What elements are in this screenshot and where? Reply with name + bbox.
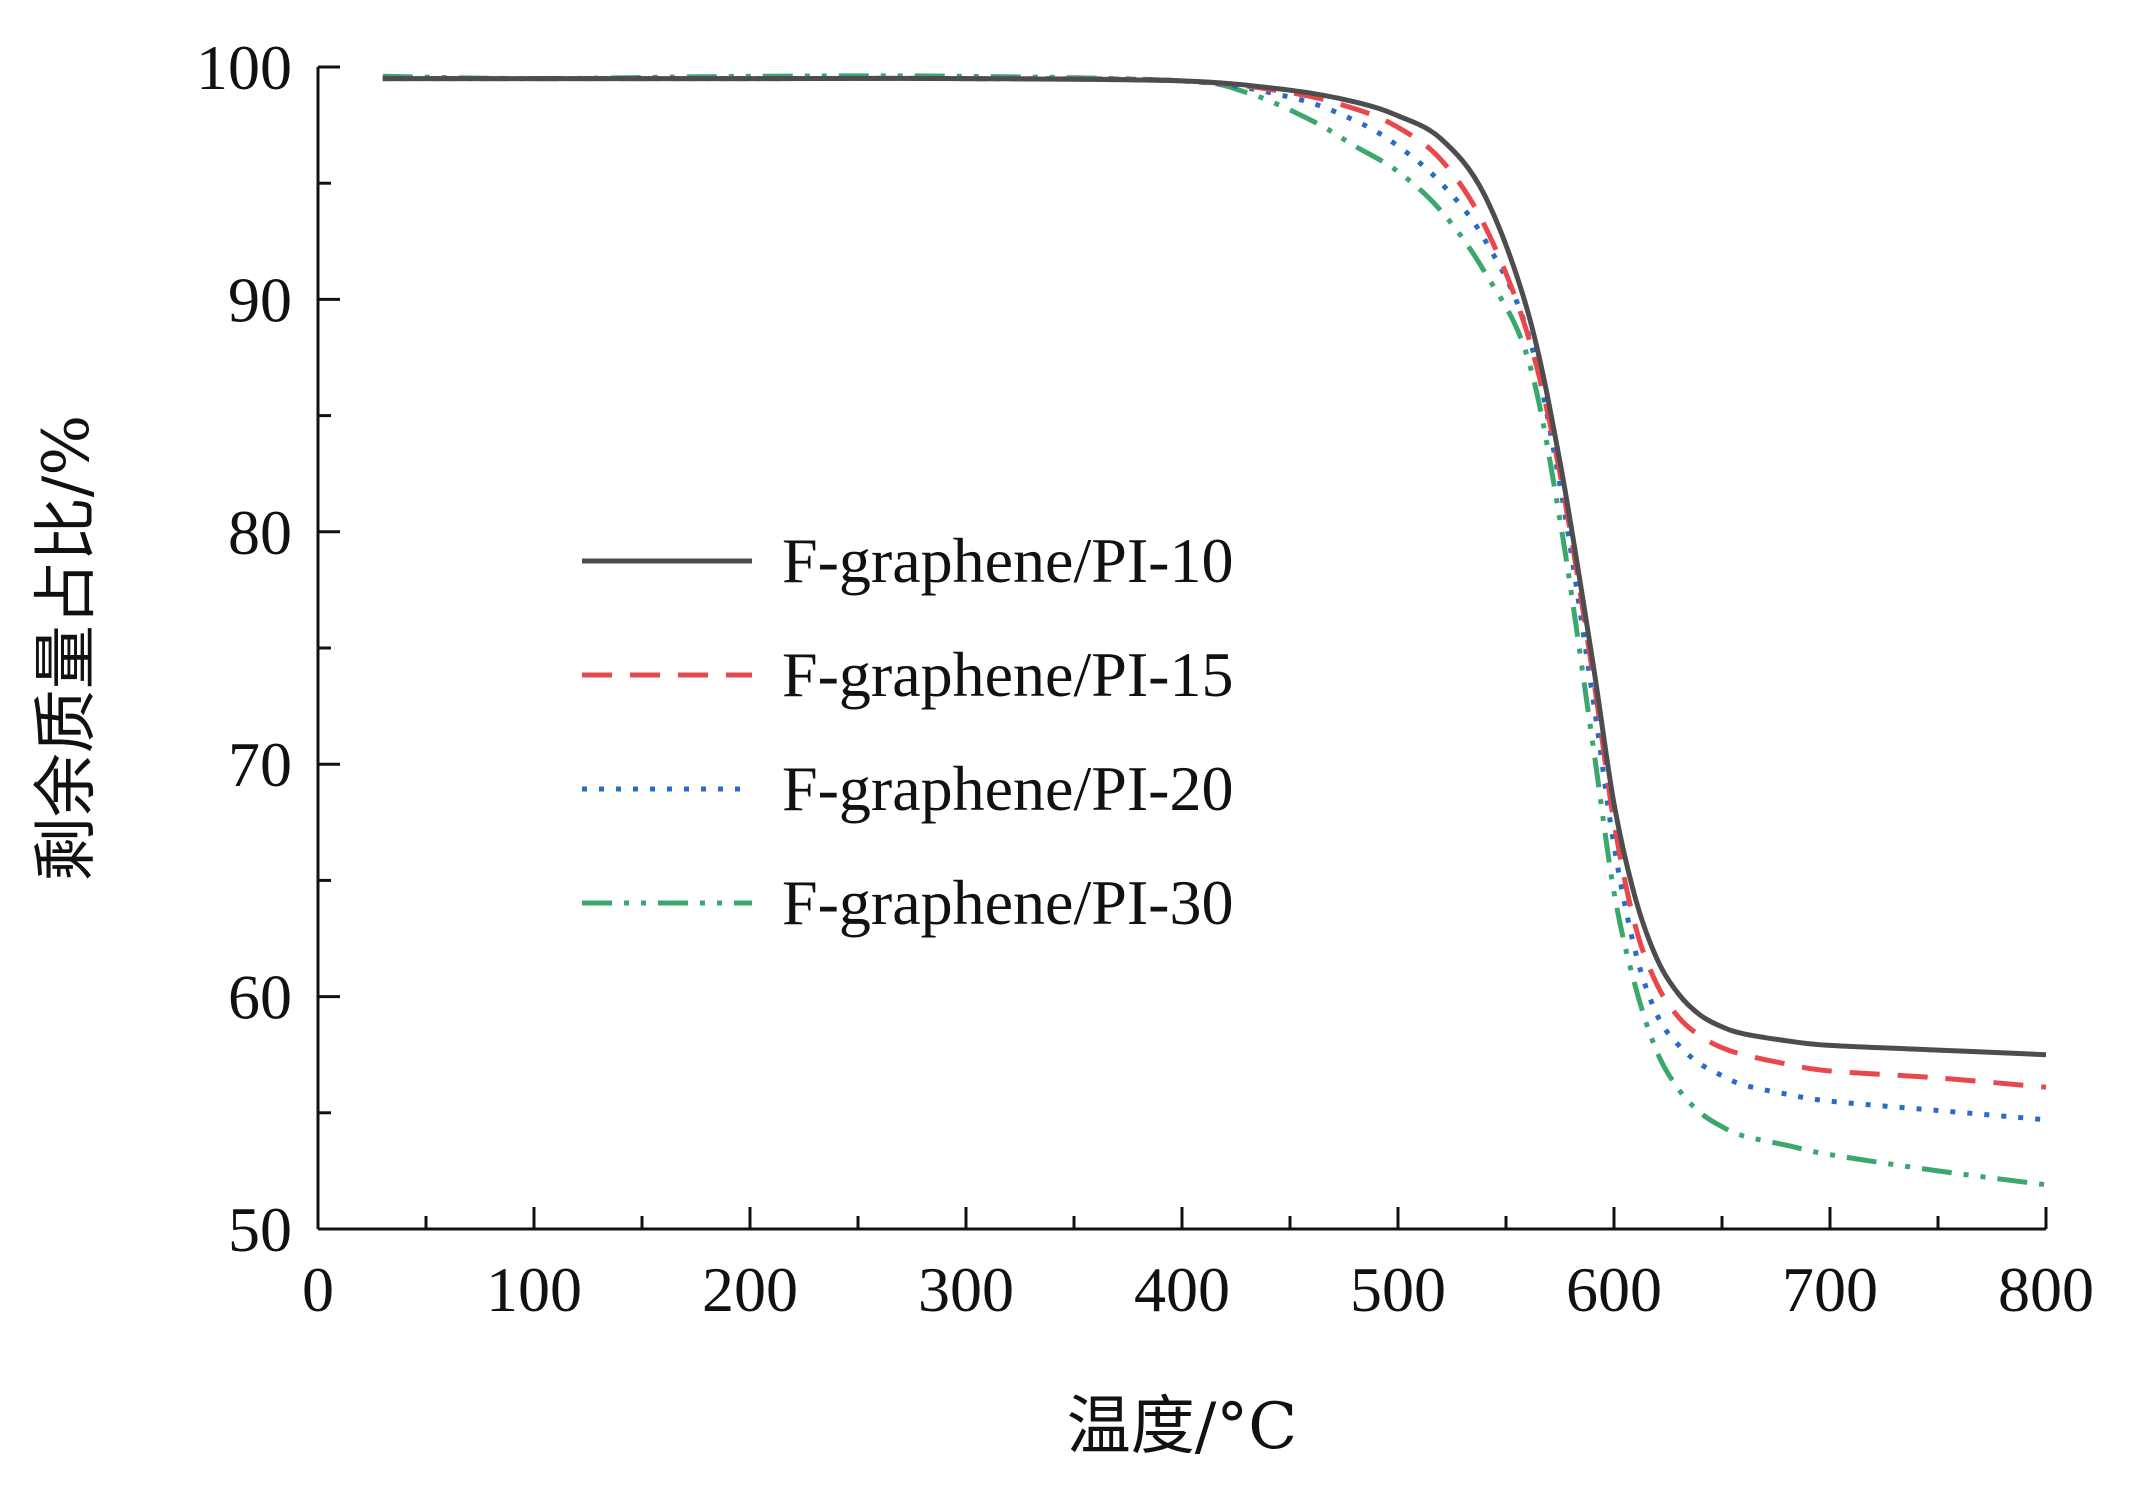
- series-line-4: [382, 73, 2047, 1188]
- legend-label-2: F-graphene/PI-15: [782, 639, 1233, 710]
- y-tick-label: 90: [228, 264, 292, 335]
- y-tick-label: 80: [228, 497, 292, 568]
- x-tick-label: 200: [702, 1254, 798, 1325]
- y-tick-label: 50: [228, 1194, 292, 1265]
- x-tick-label: 400: [1134, 1254, 1230, 1325]
- y-ticks: 50 60 70 80 90 100: [196, 32, 340, 1265]
- x-axis-title: 温度/°C: [1067, 1390, 1298, 1464]
- y-tick-label: 70: [228, 729, 292, 800]
- series-line-1: [382, 75, 2047, 1058]
- x-ticks: 0 100 200 300 400 500 600 700 800: [302, 1207, 2094, 1325]
- x-tick-label: 800: [1998, 1254, 2094, 1325]
- legend-label-3: F-graphene/PI-20: [782, 753, 1233, 824]
- x-tick-label: 0: [302, 1254, 334, 1325]
- x-tick-label: 600: [1566, 1254, 1662, 1325]
- x-tick-label: 700: [1782, 1254, 1878, 1325]
- y-axis-title: 剩余质量占比/%: [30, 415, 104, 881]
- y-tick-label: 60: [228, 962, 292, 1033]
- legend-label-4: F-graphene/PI-30: [782, 867, 1233, 938]
- x-tick-label: 300: [918, 1254, 1014, 1325]
- legend-label-1: F-graphene/PI-10: [782, 525, 1233, 596]
- y-tick-label: 100: [196, 32, 292, 103]
- legend: F-graphene/PI-10 F-graphene/PI-15 F-graphe…: [582, 525, 1233, 938]
- x-tick-label: 500: [1350, 1254, 1446, 1325]
- x-tick-label: 100: [486, 1254, 582, 1325]
- series-layer: [382, 73, 2047, 1188]
- series-line-3: [382, 75, 2047, 1123]
